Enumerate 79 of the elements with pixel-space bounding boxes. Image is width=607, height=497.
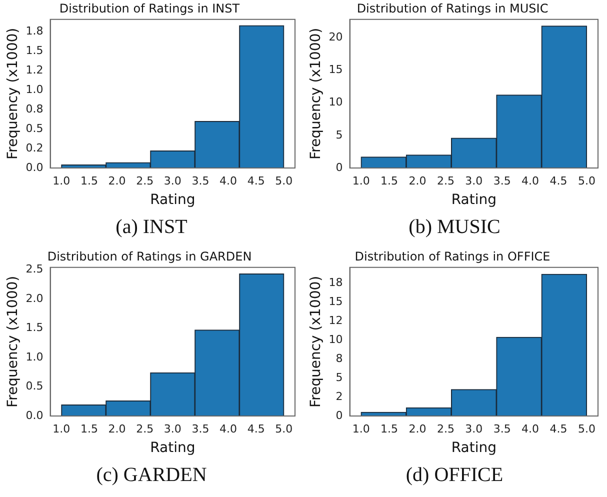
chart-title: Distribution of Ratings in MUSIC xyxy=(356,1,548,16)
x-tick-label: 2.5 xyxy=(136,422,154,436)
y-tick-label: 2.5 xyxy=(26,262,44,276)
chart-title: Distribution of Ratings in GARDEN xyxy=(47,249,252,264)
y-tick-label: 12 xyxy=(328,314,343,328)
y-tick-label: 1.5 xyxy=(26,44,44,58)
x-tick-label: 5.0 xyxy=(275,174,293,188)
y-tick-label: 2.0 xyxy=(26,292,44,305)
y-tick-label: 10 xyxy=(328,96,343,109)
y-tick-label: 1.2 xyxy=(26,64,44,77)
y-tick-label: 1.5 xyxy=(26,321,44,334)
x-tick-label: 1.0 xyxy=(352,174,370,188)
x-tick-label: 3.5 xyxy=(192,174,210,188)
y-tick-label: 0.5 xyxy=(26,122,44,135)
x-tick-label: 1.0 xyxy=(52,422,70,436)
y-tick-label: 0.5 xyxy=(26,380,44,393)
y-tick-label: 18 xyxy=(328,276,343,290)
chart-title: Distribution of Ratings in INST xyxy=(59,1,240,16)
x-tick-label: 2.5 xyxy=(436,174,454,188)
y-tick-label: 15 xyxy=(328,63,343,76)
y-tick-label: 20 xyxy=(328,30,343,44)
y-tick-label: 0.8 xyxy=(26,102,44,116)
y-axis-title: Frequency (x1000) xyxy=(5,276,22,408)
y-tick-label: 5 xyxy=(336,128,343,142)
x-tick-label: 4.0 xyxy=(522,422,540,436)
y-tick-label: 0.2 xyxy=(26,141,44,154)
y-axis-title: Frequency (x1000) xyxy=(308,28,324,160)
x-tick-label: 3.0 xyxy=(164,174,182,188)
y-tick-label: 0.0 xyxy=(26,408,44,422)
y-tick-label: 0 xyxy=(336,160,343,174)
x-tick-label: 5.0 xyxy=(578,422,596,436)
y-tick-label: 5 xyxy=(336,370,343,384)
y-tick-label: 0.0 xyxy=(26,160,44,174)
x-tick-label: 2.0 xyxy=(108,174,126,188)
y-tick-label: 10 xyxy=(328,333,343,346)
x-tick-label: 1.5 xyxy=(380,422,398,436)
x-tick-label: 4.5 xyxy=(550,174,568,188)
x-tick-label: 5.0 xyxy=(275,422,293,436)
x-tick-label: 1.0 xyxy=(352,422,370,436)
x-tick-label: 4.5 xyxy=(550,422,568,436)
x-tick-label: 1.5 xyxy=(380,174,398,188)
y-axis-title: Frequency (x1000) xyxy=(5,28,22,160)
chart-title: Distribution of Ratings in OFFICE xyxy=(354,249,550,264)
text: (c) GARDEN xyxy=(95,463,208,488)
x-axis-title: Rating xyxy=(451,440,496,456)
x-tick-label: 2.0 xyxy=(108,422,126,436)
x-tick-label: 4.0 xyxy=(220,174,238,188)
x-tick-label: 2.0 xyxy=(408,422,426,436)
x-tick-label: 4.0 xyxy=(522,174,540,188)
x-tick-label: 3.5 xyxy=(493,174,511,188)
x-tick-label: 3.5 xyxy=(192,422,210,436)
x-axis-title: Rating xyxy=(150,192,196,208)
x-tick-label: 1.5 xyxy=(80,422,98,436)
x-tick-label: 4.5 xyxy=(247,174,265,188)
text: (b) MUSIC xyxy=(408,215,502,240)
y-tick-label: 2 xyxy=(336,390,343,403)
text: (d) OFFICE xyxy=(404,463,504,488)
x-tick-label: 2.5 xyxy=(136,174,154,188)
y-tick-label: 8 xyxy=(336,352,343,365)
y-tick-label: 1.8 xyxy=(26,24,44,38)
y-tick-label: 15 xyxy=(328,295,343,308)
x-axis-title: Rating xyxy=(451,192,496,208)
x-tick-label: 4.5 xyxy=(247,422,265,436)
y-tick-label: 1.0 xyxy=(26,83,44,96)
y-tick-label: 1.0 xyxy=(26,350,44,364)
x-tick-label: 3.0 xyxy=(164,422,182,436)
x-tick-label: 2.0 xyxy=(408,174,426,188)
x-tick-label: 4.0 xyxy=(220,422,238,436)
y-tick-label: 0 xyxy=(336,408,343,422)
text: (a) INST xyxy=(114,215,188,240)
x-tick-label: 5.0 xyxy=(578,174,596,188)
y-axis-title: Frequency (x1000) xyxy=(308,276,324,408)
x-tick-label: 1.0 xyxy=(52,174,70,188)
x-tick-label: 3.5 xyxy=(493,422,511,436)
x-tick-label: 1.5 xyxy=(80,174,98,188)
x-tick-label: 3.0 xyxy=(465,174,483,188)
x-axis-title: Rating xyxy=(150,440,196,456)
x-tick-label: 3.0 xyxy=(465,422,483,436)
x-tick-label: 2.5 xyxy=(436,422,454,436)
